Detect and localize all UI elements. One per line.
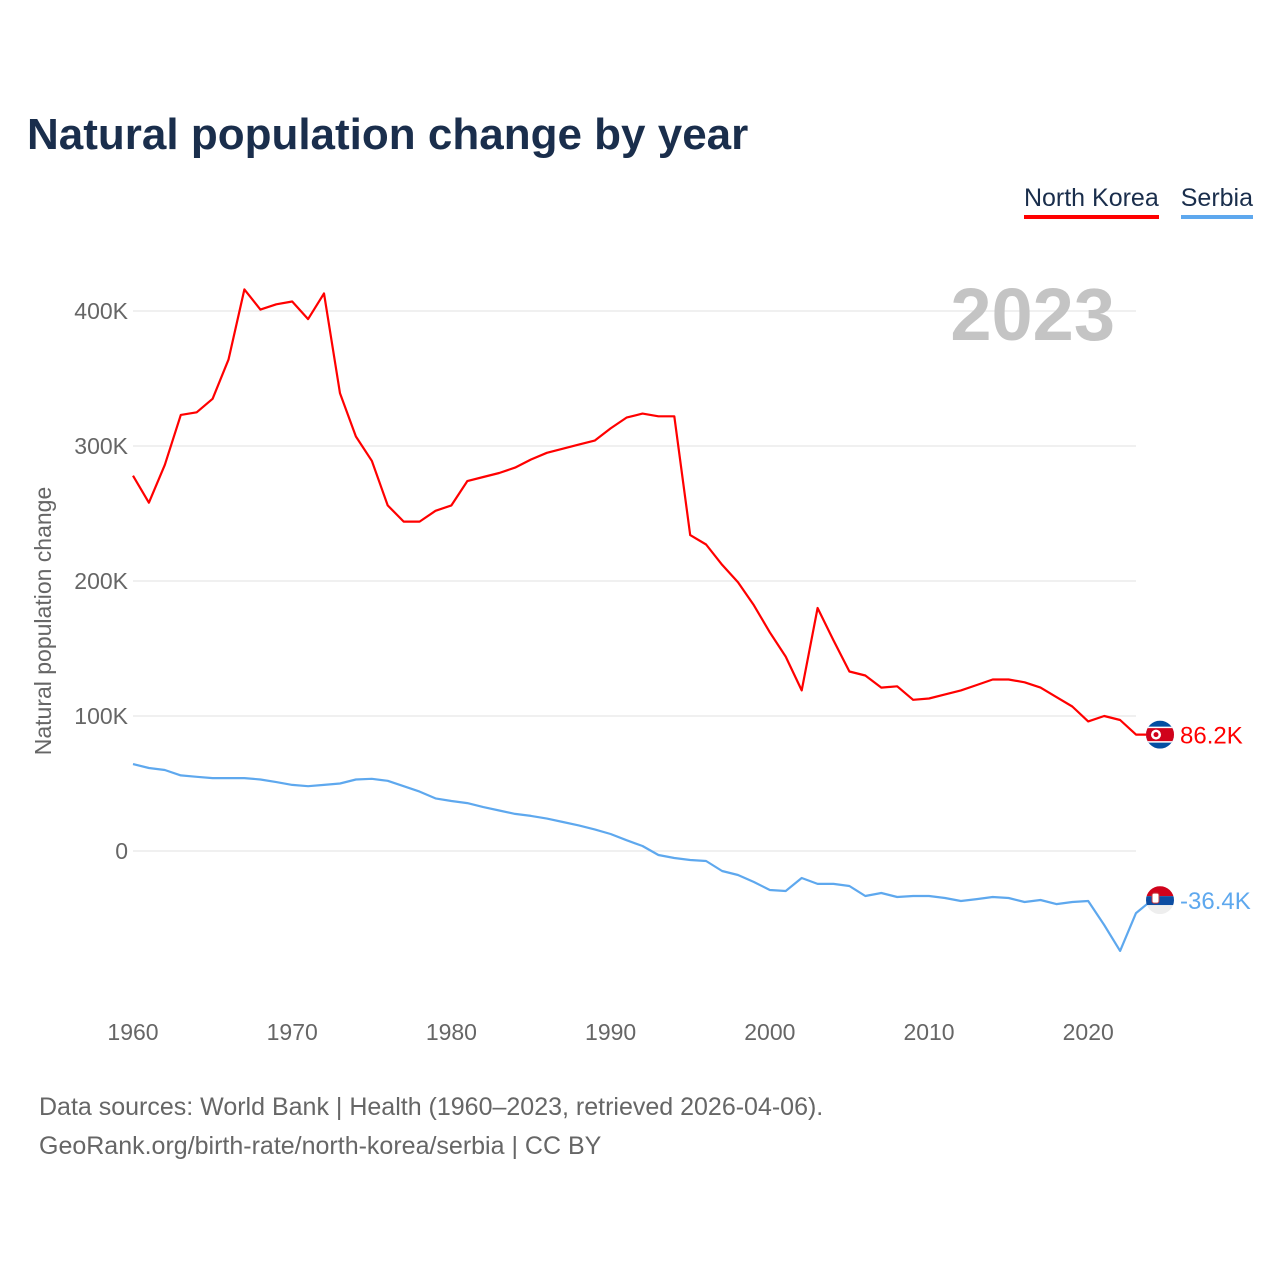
legend: North Korea Serbia — [1023, 184, 1253, 219]
y-axis-label: Natural population change — [30, 487, 56, 756]
x-tick-label: 1990 — [585, 1019, 636, 1045]
end-value-label: 86.2K — [1180, 723, 1243, 750]
x-tick-label: 1960 — [107, 1019, 158, 1045]
x-axis-ticks: 1960 1970 1980 1990 2000 2010 2020 — [107, 1019, 1113, 1045]
source-link[interactable]: GeoRank.org/birth-rate/north-korea/serbi… — [39, 1132, 602, 1160]
legend-item-north-korea[interactable]: North Korea — [1023, 184, 1159, 219]
x-tick-label: 2000 — [744, 1019, 795, 1045]
chart-title: Natural population change by year — [27, 110, 749, 159]
year-watermark: 2023 — [950, 273, 1115, 356]
series-end-markers: 86.2K -36.4K — [1146, 720, 1251, 915]
y-axis-ticks: 0 100K 200K 300K 400K — [74, 298, 128, 864]
series-lines — [132, 288, 1154, 953]
legend-item-serbia[interactable]: Serbia — [1180, 184, 1253, 219]
north-korea-flag-icon — [1146, 720, 1174, 749]
y-tick-label: 0 — [115, 838, 128, 864]
x-tick-label: 2020 — [1063, 1019, 1114, 1045]
end-value-label: -36.4K — [1180, 888, 1251, 915]
source-note: Data sources: World Bank | Health (1960–… — [39, 1088, 823, 1166]
y-tick-label: 200K — [74, 568, 128, 594]
series-line-north-korea — [132, 288, 1148, 736]
x-tick-label: 1970 — [267, 1019, 318, 1045]
x-tick-label: 2010 — [903, 1019, 954, 1045]
series-line-serbia — [132, 763, 1154, 953]
y-tick-label: 400K — [74, 298, 128, 324]
source-line-1: Data sources: World Bank | Health (1960–… — [39, 1093, 824, 1121]
gridlines — [133, 310, 1136, 852]
y-tick-label: 300K — [74, 433, 128, 459]
serbia-flag-icon — [1146, 886, 1174, 915]
y-tick-label: 100K — [74, 703, 128, 729]
x-tick-label: 1980 — [426, 1019, 477, 1045]
